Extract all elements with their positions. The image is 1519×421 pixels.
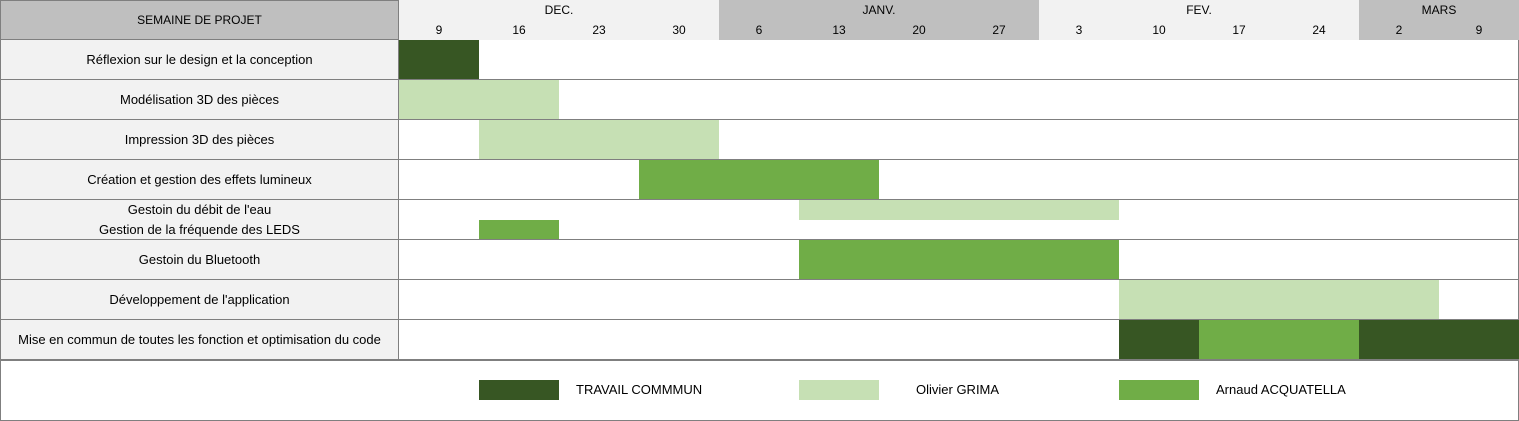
gantt-bar [1359, 320, 1519, 359]
week-tick-label: 3 [1075, 23, 1083, 37]
week-tick-label: 10 [1152, 23, 1166, 37]
task-label-line: Impression 3D des pièces [124, 131, 275, 147]
gantt-bar [479, 220, 559, 239]
week-cell [1119, 20, 1199, 40]
task-label-line: Mise en commun de toutes les fonction et… [18, 331, 381, 347]
task-row [399, 40, 1519, 80]
legend-label: Arnaud ACQUATELLA [1216, 382, 1346, 397]
week-cell [719, 20, 799, 40]
task-label: Mise en commun de toutes les fonction et… [0, 320, 399, 360]
week-cell [1039, 20, 1119, 40]
week-tick-label: 30 [672, 23, 686, 37]
gantt-bar [399, 80, 559, 119]
task-label-line: Gestoin du débit de l'eau [127, 201, 272, 217]
week-cell [1199, 20, 1279, 40]
month-label: DEC. [399, 0, 719, 20]
week-cell [1279, 20, 1359, 40]
task-row [399, 80, 1519, 120]
task-label: Réflexion sur le design et la conception [0, 40, 399, 80]
week-tick-label: 17 [1232, 23, 1246, 37]
task-label: Création et gestion des effets lumineux [0, 160, 399, 200]
gantt-bar [639, 160, 879, 199]
week-tick-label: 20 [912, 23, 926, 37]
task-label: Développement de l'application [0, 280, 399, 320]
legend-label: TRAVAIL COMMMUN [576, 382, 703, 397]
week-tick-label: 9 [1475, 23, 1483, 37]
gantt-bar [1119, 320, 1199, 359]
week-tick-label: 2 [1395, 23, 1403, 37]
week-cell [639, 20, 719, 40]
task-label-line: Création et gestion des effets lumineux [87, 171, 312, 187]
gantt-bar [1119, 280, 1439, 319]
week-cell [1359, 20, 1439, 40]
week-tick-label: 13 [832, 23, 846, 37]
legend-swatch [1119, 380, 1199, 400]
month-label: JANV. [719, 0, 1039, 20]
week-tick-label: 6 [755, 23, 763, 37]
legend: TRAVAIL COMMMUN Olivier GRIMA Arnaud ACQUA… [0, 360, 1519, 421]
week-tick-label: 16 [512, 23, 526, 37]
week-tick-label: 23 [592, 23, 606, 37]
task-label: Impression 3D des pièces [0, 120, 399, 160]
gantt-bar [479, 120, 719, 159]
task-row [399, 160, 1519, 200]
legend-label: Olivier GRIMA [916, 382, 1000, 397]
week-cell [479, 20, 559, 40]
week-cell [799, 20, 879, 40]
legend-swatch [479, 380, 559, 400]
week-tick-label: 27 [992, 23, 1006, 37]
week-tick-label: 24 [1312, 23, 1326, 37]
week-cell [559, 20, 639, 40]
month-label: MARS [1359, 0, 1519, 20]
task-label-line: Développement de l'application [109, 291, 290, 307]
week-cell [879, 20, 959, 40]
week-tick-label: 9 [435, 23, 443, 37]
task-label-line: Gestion de la fréquende des LEDS [99, 221, 300, 237]
header-title: SEMAINE DE PROJET [0, 0, 399, 40]
task-label: Gestoin du Bluetooth [0, 240, 399, 280]
month-label: FEV. [1039, 0, 1359, 20]
task-label: Gestoin du débit de l'eau Gestion de la f… [0, 200, 399, 240]
gantt-bar [399, 40, 479, 79]
task-label-line: Gestoin du Bluetooth [138, 251, 261, 267]
legend-swatch [799, 380, 879, 400]
gantt-bar [799, 200, 1119, 220]
task-label-line: Réflexion sur le design et la conception [86, 51, 313, 67]
gantt-bar [1199, 320, 1359, 359]
week-cell [399, 20, 479, 40]
gantt-bar [799, 240, 1119, 279]
task-label: Modélisation 3D des pièces [0, 80, 399, 120]
week-cell [959, 20, 1039, 40]
week-cell [1439, 20, 1519, 40]
task-row [399, 200, 1519, 240]
task-label-line: Modélisation 3D des pièces [120, 91, 279, 107]
